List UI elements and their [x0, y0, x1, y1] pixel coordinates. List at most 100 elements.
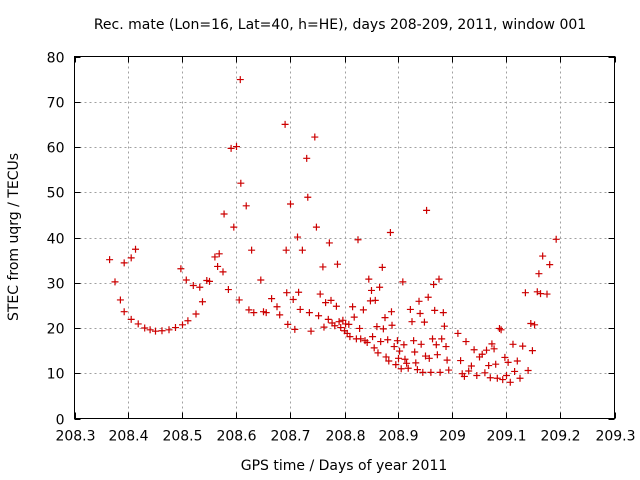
data-points — [106, 76, 560, 386]
data-point — [473, 372, 481, 380]
data-point — [419, 368, 427, 376]
data-point — [486, 374, 494, 382]
x-tick-label: 209.1 — [486, 429, 526, 445]
data-point — [257, 276, 265, 284]
data-point — [397, 365, 405, 373]
data-point — [324, 315, 332, 323]
data-point — [442, 343, 450, 351]
data-point — [319, 263, 327, 271]
y-tick-label: 0 — [56, 413, 65, 429]
data-point — [392, 361, 400, 369]
data-point — [370, 344, 378, 352]
data-point — [493, 374, 501, 382]
data-point — [320, 323, 328, 331]
data-point — [282, 246, 290, 254]
data-point — [262, 309, 270, 317]
data-point — [492, 360, 500, 368]
data-point — [432, 341, 440, 349]
data-point — [378, 263, 386, 271]
data-point — [435, 275, 443, 283]
data-point — [433, 351, 441, 359]
data-point — [289, 295, 297, 303]
data-point — [387, 308, 395, 316]
data-point — [346, 333, 354, 341]
data-point — [304, 193, 312, 201]
data-point — [427, 368, 435, 376]
data-point — [404, 364, 412, 372]
x-tick-label: 208.7 — [270, 429, 310, 445]
data-point — [503, 372, 510, 380]
data-point — [206, 277, 213, 285]
data-point — [552, 235, 560, 243]
data-point — [189, 281, 197, 289]
data-point — [349, 303, 357, 311]
data-point — [460, 372, 468, 380]
data-point — [504, 358, 512, 366]
data-point — [438, 335, 446, 343]
data-point — [227, 144, 235, 152]
data-point — [467, 362, 475, 370]
data-point — [478, 350, 486, 358]
data-point — [171, 324, 179, 332]
data-point — [335, 318, 343, 326]
data-point — [345, 320, 353, 328]
y-tick-label: 10 — [47, 367, 65, 383]
x-tick-label: 209 — [439, 429, 466, 445]
data-point — [485, 362, 493, 370]
data-point — [524, 367, 532, 375]
data-point — [377, 338, 385, 346]
data-point — [365, 275, 373, 283]
data-point — [242, 202, 250, 210]
data-point — [116, 296, 124, 304]
data-point — [339, 316, 347, 324]
data-point — [509, 340, 517, 348]
data-point — [281, 120, 289, 128]
data-point — [182, 276, 190, 284]
data-point — [315, 312, 323, 320]
data-point — [527, 319, 535, 327]
data-point — [393, 337, 401, 345]
y-tick-label: 30 — [47, 277, 65, 293]
data-point — [316, 290, 324, 298]
data-point — [408, 318, 416, 326]
data-point — [127, 254, 135, 262]
data-point — [371, 296, 379, 304]
data-point — [488, 340, 496, 348]
data-point — [132, 245, 140, 253]
data-point — [457, 357, 465, 365]
data-point — [146, 326, 154, 334]
data-point — [283, 289, 291, 297]
data-point — [462, 338, 470, 346]
data-point — [386, 229, 394, 237]
data-point — [192, 310, 200, 318]
data-point — [337, 324, 345, 332]
data-point — [287, 200, 294, 208]
data-point — [396, 347, 404, 355]
grid-lines — [74, 56, 615, 419]
data-point — [235, 296, 243, 304]
data-point — [356, 324, 364, 332]
data-point — [415, 297, 423, 305]
data-point — [416, 310, 424, 318]
data-point — [443, 356, 451, 364]
data-point — [233, 143, 240, 151]
data-point — [214, 262, 222, 270]
data-point — [220, 210, 228, 218]
data-point — [454, 329, 462, 337]
data-point — [521, 289, 529, 297]
data-point — [412, 359, 420, 367]
data-point — [303, 154, 311, 162]
data-point — [184, 317, 192, 325]
data-point — [384, 336, 392, 344]
data-point — [331, 322, 339, 330]
data-point — [424, 293, 432, 301]
y-axis-ticks: 0 10 20 30 40 50 60 70 80 — [47, 51, 615, 429]
y-axis-label: STEC from uqrg / TECUs — [6, 153, 22, 321]
x-tick-label: 208.9 — [378, 429, 418, 445]
data-point — [120, 308, 128, 316]
data-point — [363, 338, 371, 346]
data-point — [436, 368, 444, 376]
data-point — [332, 302, 340, 310]
data-point — [490, 345, 498, 353]
data-point — [431, 306, 439, 314]
